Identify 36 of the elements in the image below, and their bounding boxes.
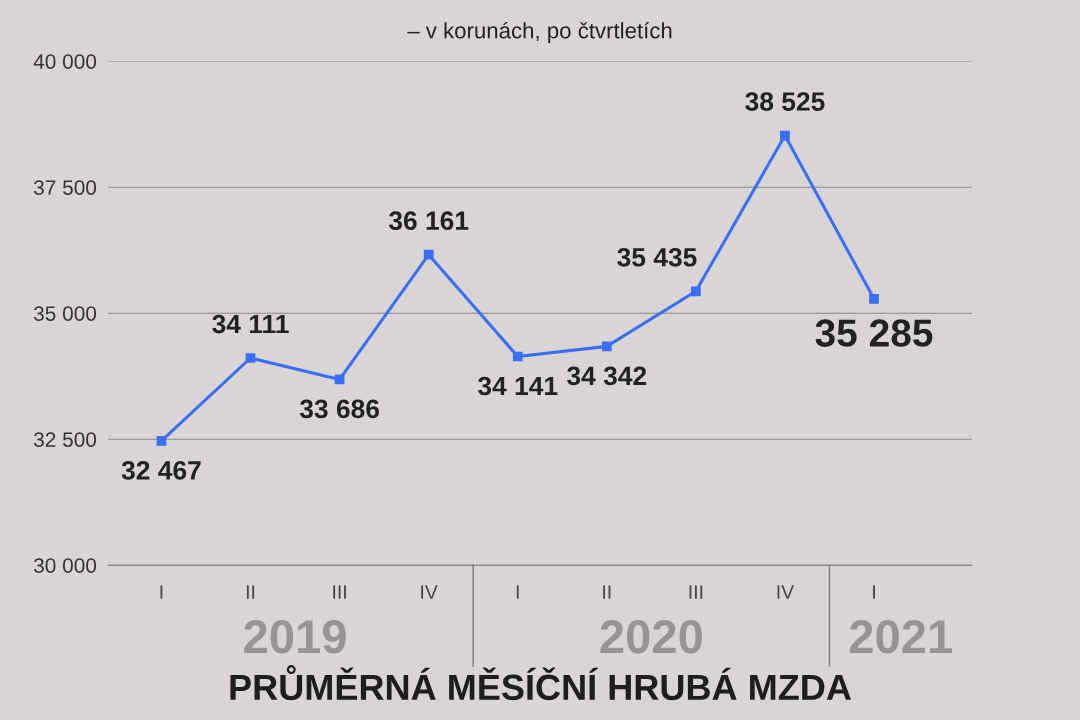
x-tick-label: III (689, 585, 703, 599)
point (423, 249, 434, 260)
data-label: 33 686 (299, 399, 379, 419)
y-tick-label: 37 500 (33, 180, 97, 195)
data-label: 34 141 (477, 376, 558, 396)
y-tick-label: 40 000 (33, 54, 97, 69)
point (512, 351, 523, 362)
chart-subtitle: – v korunách, po čtvrtletích (407, 21, 672, 43)
x-tick-label: II (603, 585, 611, 599)
x-tick-label: IV (421, 585, 438, 599)
x-tick-label: I (516, 585, 519, 599)
data-label: 36 161 (388, 211, 469, 231)
point (869, 293, 879, 304)
data-label: 38 525 (745, 92, 825, 111)
point (245, 353, 256, 363)
point (691, 286, 701, 297)
text: 2020 (600, 620, 702, 654)
data-label: 34 111 (212, 314, 289, 334)
point (780, 130, 790, 141)
x-tick-label: IV (777, 585, 795, 599)
y-tick-label: 32 500 (33, 432, 97, 447)
text: 2019 (244, 620, 346, 654)
point (601, 341, 612, 352)
data-label: 35 285 (815, 319, 933, 347)
x-tick-label: I (873, 585, 875, 599)
y-tick-label: 30 000 (33, 558, 97, 573)
data-label: 34 342 (567, 366, 647, 386)
x-tick-label: III (333, 585, 346, 599)
point (156, 436, 167, 446)
y-tick-label: 35 000 (33, 306, 97, 321)
text: PRŮMĚRNÁ MĚSÍČNÍ HRUBÁ MZDA (230, 665, 851, 701)
x-tick-label: I (160, 585, 163, 599)
text: 2021 (849, 620, 952, 654)
x-tick-label: II (246, 585, 255, 599)
data-label: 32 467 (121, 461, 201, 480)
data-label: 35 435 (617, 247, 697, 267)
